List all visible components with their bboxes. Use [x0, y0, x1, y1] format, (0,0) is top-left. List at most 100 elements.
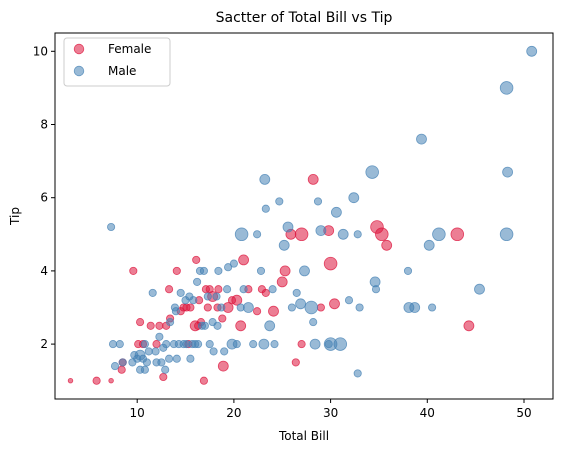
point-male-44	[200, 321, 209, 330]
point-male-74	[282, 221, 294, 233]
point-male-50	[213, 321, 222, 330]
point-male-61	[239, 285, 248, 294]
plot-area	[55, 33, 553, 399]
point-male-63	[249, 340, 258, 349]
point-male-2	[110, 362, 120, 371]
point-male-52	[217, 303, 226, 312]
point-female-46	[276, 276, 288, 288]
x-tick-label-30: 30	[323, 406, 338, 420]
point-male-96	[371, 285, 381, 294]
point-male-68	[261, 204, 270, 213]
point-male-54	[223, 285, 232, 294]
point-male-4	[118, 358, 127, 367]
point-male-69	[264, 320, 276, 332]
point-male-77	[295, 298, 307, 310]
point-female-33	[214, 285, 223, 294]
point-female-45	[268, 305, 279, 317]
point-male-46	[205, 340, 214, 349]
point-male-70	[268, 285, 277, 294]
point-male-13	[142, 358, 151, 367]
point-male-51	[214, 266, 223, 275]
y-tick-label-6: 6	[40, 191, 48, 205]
point-male-83	[315, 225, 327, 237]
point-male-81	[309, 338, 321, 350]
point-female-5	[129, 266, 138, 275]
x-tick-label-40: 40	[420, 406, 435, 420]
point-female-40	[238, 254, 250, 266]
point-male-67	[259, 173, 271, 185]
point-male-30	[176, 288, 185, 297]
point-female-47	[279, 265, 291, 277]
point-female-44	[261, 288, 270, 297]
point-male-76	[292, 288, 301, 297]
point-female-53	[316, 303, 325, 312]
y-tick-label-4: 4	[40, 264, 48, 278]
point-male-100	[416, 133, 427, 145]
y-axis-label: Tip	[8, 207, 22, 226]
y-tick-label-10: 10	[33, 44, 48, 58]
point-female-0	[67, 378, 74, 384]
point-female-39	[235, 320, 247, 332]
point-female-60	[450, 227, 465, 242]
point-female-9	[146, 321, 155, 330]
point-female-21	[186, 303, 195, 312]
point-male-107	[502, 166, 514, 178]
point-female-35	[217, 360, 229, 372]
legend-box	[63, 37, 171, 87]
plot-frame	[54, 32, 554, 400]
point-male-73	[278, 239, 290, 251]
point-female-16	[172, 266, 181, 275]
point-male-27	[171, 307, 180, 316]
point-male-108	[526, 45, 538, 57]
legend-label-male: Male	[108, 64, 136, 78]
point-male-94	[365, 165, 379, 179]
point-male-90	[348, 192, 360, 204]
point-female-7	[136, 318, 145, 327]
point-male-57	[229, 259, 238, 268]
point-male-23	[165, 354, 174, 363]
point-male-99	[409, 302, 421, 313]
point-male-22	[162, 340, 171, 349]
point-male-102	[428, 303, 437, 312]
point-male-37	[189, 296, 198, 305]
point-female-38	[231, 294, 243, 306]
point-male-62	[242, 302, 254, 313]
point-male-35	[186, 354, 195, 363]
legend-label-female: Female	[108, 42, 151, 56]
point-male-12	[140, 340, 149, 349]
point-male-55	[224, 263, 233, 272]
point-female-56	[329, 298, 340, 310]
point-female-27	[199, 376, 208, 385]
point-male-89	[344, 296, 354, 305]
point-male-93	[355, 303, 364, 312]
x-tick-label-50: 50	[516, 406, 531, 420]
point-male-106	[499, 81, 514, 95]
point-female-12	[159, 372, 168, 382]
point-female-2	[108, 378, 114, 384]
point-male-92	[353, 230, 362, 239]
point-male-71	[270, 340, 279, 349]
legend-marker-male	[73, 65, 85, 77]
x-axis-label: Total Bill	[278, 429, 329, 443]
point-female-3	[117, 365, 126, 374]
point-male-88	[337, 228, 349, 240]
point-male-49	[212, 292, 221, 301]
point-male-1	[108, 340, 118, 349]
point-female-52	[307, 173, 319, 185]
point-male-104	[474, 283, 485, 295]
x-tick-label-10: 10	[130, 406, 145, 420]
point-female-61	[463, 320, 475, 332]
point-male-21	[161, 365, 170, 374]
point-male-105	[499, 227, 514, 242]
point-male-60	[234, 227, 249, 242]
point-male-103	[432, 227, 446, 242]
point-male-39	[193, 277, 202, 286]
point-male-15	[148, 288, 157, 297]
point-male-58	[232, 340, 241, 349]
point-male-66	[258, 338, 270, 350]
y-tick-label-2: 2	[40, 337, 48, 351]
point-male-53	[220, 347, 229, 356]
point-female-1	[92, 376, 101, 385]
point-male-14	[144, 347, 153, 356]
point-male-82	[313, 197, 323, 206]
